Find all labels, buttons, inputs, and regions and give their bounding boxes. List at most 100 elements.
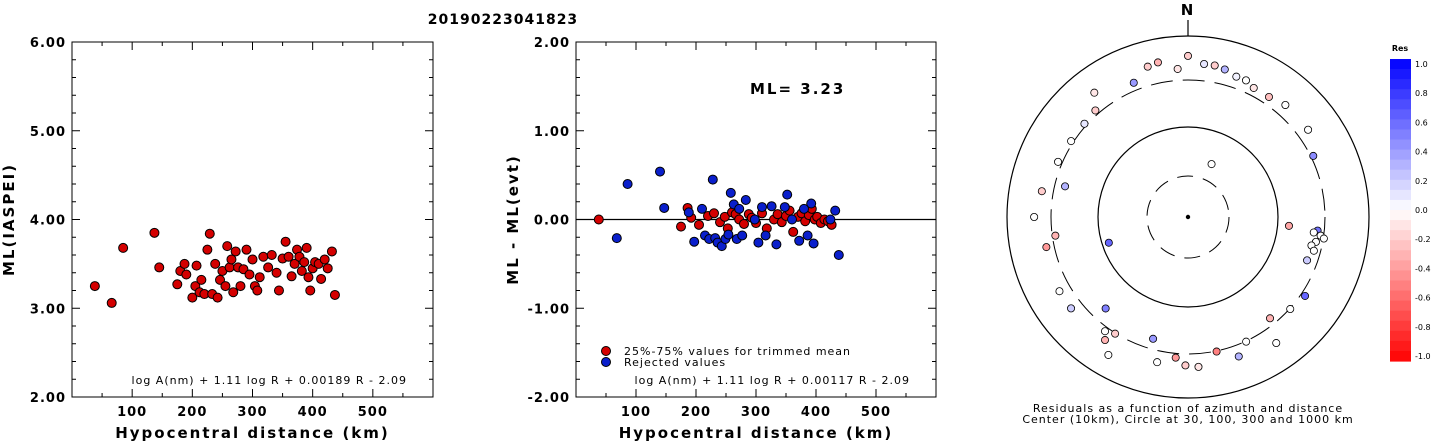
colorbar-segment <box>1390 240 1411 251</box>
rejected-point <box>659 202 670 213</box>
station-marker <box>1101 304 1110 313</box>
data-point <box>241 244 252 255</box>
data-point <box>154 262 165 273</box>
colorbar-segment <box>1390 179 1411 191</box>
colorbar-tick-label: -0.2 <box>1415 235 1431 244</box>
colorbar-segment <box>1390 260 1411 271</box>
rejected-point <box>725 187 736 198</box>
rejected-point <box>833 250 844 260</box>
colorbar-segment <box>1390 169 1411 181</box>
data-point <box>230 246 241 257</box>
legend-label: 25%-75% values for trimmed mean <box>624 345 851 358</box>
caption-line-1: Residuals as a function of azimuth and d… <box>1033 402 1343 415</box>
north-label: N <box>1181 1 1196 19</box>
data-point <box>210 258 221 269</box>
data-point <box>254 272 265 283</box>
data-point <box>222 241 233 252</box>
station-marker <box>1210 61 1219 70</box>
rejected-point <box>757 202 767 213</box>
station-marker <box>1309 151 1318 160</box>
colorbar-tick-label: -0.6 <box>1415 294 1431 303</box>
range-circle-outer <box>1006 35 1370 399</box>
colorbar-segment <box>1390 149 1411 161</box>
colorbar-segment <box>1390 220 1411 231</box>
data-point <box>271 267 282 278</box>
rejected-point <box>799 203 809 214</box>
rejected-point <box>707 174 718 185</box>
station-marker <box>1319 234 1328 243</box>
data-point <box>235 281 246 292</box>
station-marker <box>1061 182 1070 191</box>
station-marker <box>1284 221 1293 230</box>
x-tick-label: 400 <box>298 405 328 420</box>
station-marker <box>1104 238 1113 247</box>
data-point <box>224 262 235 273</box>
data-point <box>266 250 277 260</box>
station-marker <box>1091 106 1100 115</box>
y-axis-label: ML - ML(evt) <box>504 154 522 284</box>
station-marker <box>1090 88 1099 97</box>
data-point <box>172 279 183 290</box>
colorbar-segment <box>1390 89 1411 100</box>
colorbar-segment <box>1390 300 1411 312</box>
x-tick-label: 100 <box>117 405 147 420</box>
rejected-point <box>808 238 819 249</box>
data-point <box>280 236 291 247</box>
colorbar-tick-label: 0.4 <box>1415 148 1428 157</box>
station-marker <box>1153 358 1162 367</box>
station-marker <box>1051 231 1060 240</box>
legend-marker <box>601 346 611 356</box>
data-point <box>273 285 284 296</box>
rejected-point <box>794 235 805 246</box>
colorbar-segment <box>1390 159 1411 171</box>
rejected-point <box>697 203 707 214</box>
data-point <box>305 285 316 296</box>
data-point <box>316 273 327 284</box>
epicenter-dot <box>1185 214 1191 220</box>
caption-line-2: Center (10km), Circle at 30, 100, 300 an… <box>1022 413 1353 426</box>
rejected-point <box>825 214 836 225</box>
rejected-point <box>830 205 841 216</box>
colorbar-segment <box>1390 69 1411 80</box>
rejected-point <box>753 237 764 248</box>
station-marker <box>1309 228 1318 237</box>
legend-marker <box>601 357 611 367</box>
station-marker <box>1304 125 1313 134</box>
data-point <box>301 242 312 253</box>
colorbar-segment <box>1390 230 1411 241</box>
rejected-point <box>782 189 793 200</box>
rejected-point <box>806 198 817 209</box>
x-tick-label: 400 <box>801 405 831 420</box>
data-point <box>289 258 300 269</box>
colorbar-tick-label: 1.0 <box>1415 60 1428 69</box>
colorbar-tick-label: -0.4 <box>1415 264 1431 273</box>
y-tick-label: -1.00 <box>528 302 570 317</box>
rejected-point <box>802 230 813 241</box>
y-tick-label: 1.00 <box>534 125 570 140</box>
data-point <box>204 228 215 239</box>
colorbar-segment <box>1390 310 1411 322</box>
data-point <box>196 274 207 285</box>
colorbar-segment <box>1390 320 1411 332</box>
accepted-point <box>694 219 704 230</box>
station-marker <box>1212 347 1221 356</box>
rejected-point <box>779 202 790 213</box>
colorbar-segment <box>1390 99 1411 110</box>
colorbar-segment <box>1390 330 1411 342</box>
rejected-point <box>749 214 760 225</box>
colorbar-segment <box>1390 350 1411 362</box>
station-marker <box>1184 51 1193 60</box>
station-marker <box>1181 361 1190 370</box>
station-marker <box>1054 157 1063 166</box>
station-marker <box>1101 327 1110 336</box>
station-marker <box>1129 78 1138 87</box>
ml-annotation: ML= 3.23 <box>750 80 845 98</box>
range-circle-inner <box>1097 126 1279 308</box>
station-marker <box>1232 72 1241 81</box>
colorbar-segment <box>1390 250 1411 261</box>
rejected-point <box>689 236 700 247</box>
colorbar-segment <box>1390 59 1411 70</box>
station-marker <box>1249 83 1258 92</box>
station-marker <box>1309 246 1318 255</box>
